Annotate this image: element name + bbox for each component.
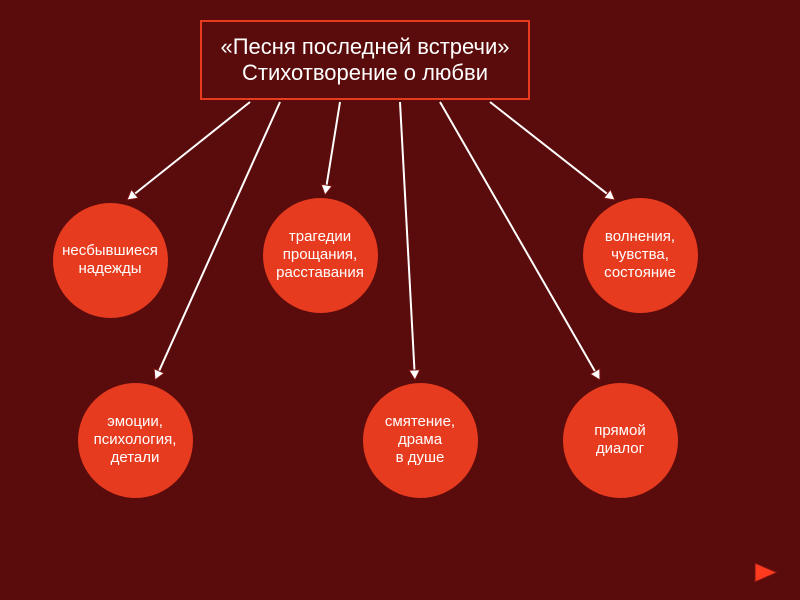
node-text-line: прощания,: [283, 246, 357, 264]
play-icon: [750, 560, 780, 585]
node-n2: трагедиипрощания,расставания: [263, 198, 378, 313]
node-text-line: в душе: [396, 449, 445, 467]
title-line1: «Песня последней встречи»: [220, 34, 509, 60]
node-text-line: смятение,: [385, 413, 455, 431]
node-text-line: чувства,: [611, 246, 669, 264]
node-text-line: волнения,: [605, 228, 675, 246]
node-text-line: состояние: [604, 264, 676, 282]
node-text-line: трагедии: [289, 228, 351, 246]
node-n3: волнения,чувства,состояние: [583, 198, 698, 313]
node-n4: эмоции,психология,детали: [78, 383, 193, 498]
node-n1: несбывшиесянадежды: [53, 203, 168, 318]
title-box: «Песня последней встречи» Стихотворение …: [200, 20, 530, 100]
node-text-line: психология,: [94, 431, 177, 449]
node-text-line: прямой: [594, 422, 645, 440]
node-text-line: детали: [111, 449, 160, 467]
node-text-line: расставания: [276, 264, 364, 282]
node-text-line: эмоции,: [107, 413, 163, 431]
node-n6: прямойдиалог: [563, 383, 678, 498]
next-slide-button[interactable]: [750, 560, 780, 585]
node-text-line: надежды: [78, 260, 141, 278]
node-text-line: драма: [398, 431, 442, 449]
node-text-line: несбывшиеся: [62, 242, 158, 260]
title-line2: Стихотворение о любви: [242, 60, 488, 86]
node-n5: смятение,драмав душе: [363, 383, 478, 498]
node-text-line: диалог: [596, 440, 644, 458]
